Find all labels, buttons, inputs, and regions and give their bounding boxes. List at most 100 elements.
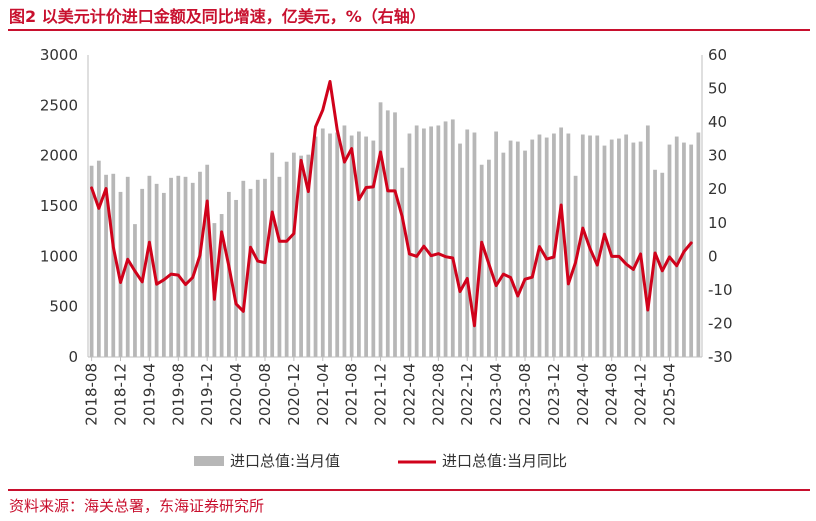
bar — [169, 177, 173, 357]
x-tick-label: 2024-04 — [574, 363, 592, 426]
bar — [291, 152, 296, 357]
bar — [660, 172, 665, 357]
legend-line-label: 进口总值:当月同比 — [442, 452, 567, 470]
bar — [609, 139, 614, 357]
bar — [190, 182, 195, 357]
bar — [284, 161, 289, 357]
bar — [552, 133, 556, 357]
yoy-line — [90, 80, 693, 328]
bar — [674, 136, 679, 357]
bar — [508, 140, 513, 357]
bar — [479, 164, 484, 357]
bar — [501, 152, 506, 357]
bar — [400, 167, 405, 357]
y-right-tick-label: -30 — [708, 348, 733, 366]
x-tick-label: 2018-12 — [112, 363, 130, 426]
x-tick-label: 2019-04 — [140, 363, 158, 426]
y-left-tick-label: 1500 — [40, 197, 78, 215]
y-right-tick-label: 50 — [708, 80, 727, 98]
y-left-tick-label: 3000 — [40, 46, 78, 64]
bar — [118, 191, 123, 357]
bar — [234, 199, 238, 357]
bar — [631, 142, 636, 357]
footer-divider — [8, 489, 810, 491]
bar — [161, 192, 166, 357]
chart: 0 500 1000 1500 2000 2500 3000 -30 -20 -10 0 10 20 30… — [40, 46, 733, 470]
bar — [487, 159, 491, 357]
chart-title: 图2 以美元计价进口金额及同比增速，亿美元，%（右轴） — [9, 7, 426, 26]
bar — [645, 125, 650, 357]
x-tick-label: 2020-04 — [227, 363, 245, 426]
bar — [89, 165, 94, 357]
y-left-tick-label: 500 — [49, 298, 78, 316]
bar — [624, 134, 629, 357]
bar — [580, 134, 585, 357]
bar — [559, 127, 564, 357]
bar — [407, 133, 412, 357]
bar — [255, 179, 260, 357]
bar — [342, 125, 347, 357]
y-left-tick-label: 2500 — [40, 96, 78, 114]
bar — [96, 160, 101, 357]
x-tick-label: 2023-08 — [516, 363, 534, 426]
bar — [595, 135, 600, 357]
bar — [205, 164, 210, 357]
bar — [306, 154, 311, 357]
y-left-tick-label: 0 — [68, 348, 78, 366]
bar — [320, 128, 325, 357]
x-tick-label: 2023-12 — [545, 363, 563, 426]
y-right-tick-label: 0 — [708, 247, 718, 265]
y-right-tick-label: 10 — [708, 214, 727, 232]
bar — [313, 136, 318, 357]
bar — [472, 132, 477, 357]
bar — [241, 180, 246, 357]
bar — [263, 178, 267, 357]
bar — [515, 141, 520, 357]
bar — [378, 102, 383, 357]
bar — [133, 224, 137, 357]
x-tick-label: 2019-12 — [198, 363, 216, 426]
legend-bar-swatch — [194, 456, 224, 466]
y-left-tick-label: 2000 — [40, 147, 78, 165]
bar — [429, 126, 433, 357]
bar — [523, 150, 527, 357]
bar — [696, 132, 701, 357]
title-divider — [8, 29, 810, 31]
x-tick-label: 2020-08 — [256, 363, 274, 426]
bar — [328, 133, 332, 357]
bar — [385, 110, 390, 358]
y-right-tick-label: -10 — [708, 281, 733, 299]
x-tick-label: 2021-12 — [372, 363, 390, 426]
x-tick-label: 2022-12 — [458, 363, 476, 426]
bar — [125, 176, 130, 357]
bar — [414, 125, 419, 357]
x-tick-label: 2025-04 — [660, 363, 678, 426]
bar — [494, 131, 499, 357]
x-tick-label: 2024-08 — [603, 363, 621, 426]
bar — [602, 145, 607, 357]
y-right-tick-label: 20 — [708, 180, 727, 198]
bar — [270, 152, 275, 357]
y-right-tick-label: -20 — [708, 314, 733, 332]
bar — [530, 139, 535, 357]
bar — [154, 183, 159, 357]
y-right-tick-label: 30 — [708, 147, 727, 165]
bar — [638, 141, 643, 357]
bar — [422, 128, 426, 357]
x-tick-label: 2023-04 — [487, 363, 505, 426]
bar — [357, 131, 361, 357]
x-tick-label: 2024-12 — [632, 363, 650, 426]
x-tick-label: 2022-08 — [429, 363, 447, 426]
y-right-tick-label: 40 — [708, 113, 727, 131]
x-tick-label: 2019-08 — [169, 363, 187, 426]
bar — [176, 175, 181, 357]
bar — [104, 174, 108, 357]
x-tick-label: 2018-08 — [83, 363, 101, 426]
x-tick-label: 2021-08 — [343, 363, 361, 426]
bar — [277, 176, 282, 357]
bar — [617, 138, 621, 357]
bar — [458, 143, 462, 357]
bar — [219, 214, 224, 357]
y-left-tick-label: 1000 — [40, 247, 78, 265]
bar — [226, 191, 231, 357]
